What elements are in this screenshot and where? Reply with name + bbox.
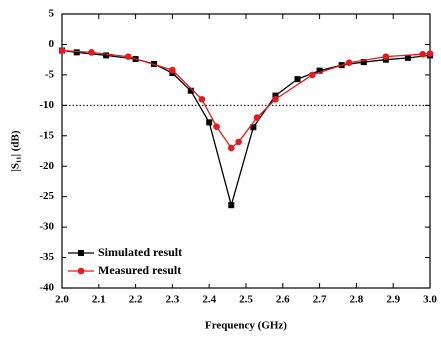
legend-marker bbox=[77, 267, 85, 275]
x-axis-label: Frequency (GHz) bbox=[205, 320, 287, 332]
y-tick-label: -20 bbox=[39, 160, 54, 172]
y-tick-label: -10 bbox=[39, 99, 54, 111]
legend-label: Measured result bbox=[98, 263, 181, 277]
y-tick-label: -5 bbox=[45, 68, 55, 80]
point bbox=[169, 66, 176, 74]
point bbox=[419, 50, 426, 58]
x-tick-label: 2.1 bbox=[92, 294, 106, 306]
point bbox=[58, 47, 66, 54]
x-tick-label: 2.6 bbox=[276, 294, 290, 306]
point bbox=[345, 59, 353, 67]
point bbox=[272, 95, 279, 103]
y-tick-label: -40 bbox=[39, 282, 54, 294]
x-tick-label: 2.4 bbox=[202, 294, 216, 306]
legend-box bbox=[66, 244, 216, 284]
x-tick-label: 2.7 bbox=[313, 294, 327, 306]
point bbox=[253, 114, 261, 121]
point bbox=[206, 119, 213, 126]
legend-marker bbox=[78, 250, 84, 256]
x-tick-label: 2.2 bbox=[129, 294, 143, 306]
point bbox=[228, 202, 235, 209]
x-tick-label: 3.0 bbox=[423, 294, 437, 306]
legend-label: Simulated result bbox=[98, 245, 182, 259]
y-tick-label: 0 bbox=[49, 38, 55, 50]
point bbox=[124, 53, 132, 60]
x-tick-label: 2.5 bbox=[239, 294, 253, 306]
point bbox=[198, 95, 206, 103]
x-tick-label: 2.9 bbox=[386, 294, 400, 306]
legend: Simulated result Measured result bbox=[66, 244, 216, 284]
point bbox=[88, 49, 95, 56]
series-line bbox=[61, 49, 431, 149]
point bbox=[360, 59, 367, 66]
x-tick-label: 2.8 bbox=[350, 294, 364, 306]
point bbox=[426, 50, 434, 57]
x-tick-label: 2.0 bbox=[55, 294, 69, 306]
x-tick-label: 2.3 bbox=[166, 294, 180, 306]
point bbox=[250, 124, 257, 131]
y-axis-label: |S₁₁| (dB) bbox=[10, 130, 22, 171]
point bbox=[227, 144, 235, 152]
point bbox=[73, 49, 80, 56]
point bbox=[308, 71, 316, 79]
y-tick-label: 5 bbox=[49, 8, 55, 20]
series-line bbox=[61, 49, 431, 208]
point bbox=[272, 92, 279, 99]
point bbox=[382, 53, 390, 60]
point bbox=[316, 67, 323, 74]
point bbox=[404, 54, 411, 61]
y-tick-label: -15 bbox=[39, 129, 54, 141]
point bbox=[213, 123, 220, 130]
point bbox=[187, 87, 194, 94]
y-tick-label: -35 bbox=[39, 251, 54, 263]
point bbox=[235, 138, 242, 146]
point bbox=[103, 52, 110, 59]
point bbox=[294, 76, 301, 83]
y-tick-label: -30 bbox=[39, 221, 54, 233]
y-tick-label: -25 bbox=[39, 190, 54, 202]
